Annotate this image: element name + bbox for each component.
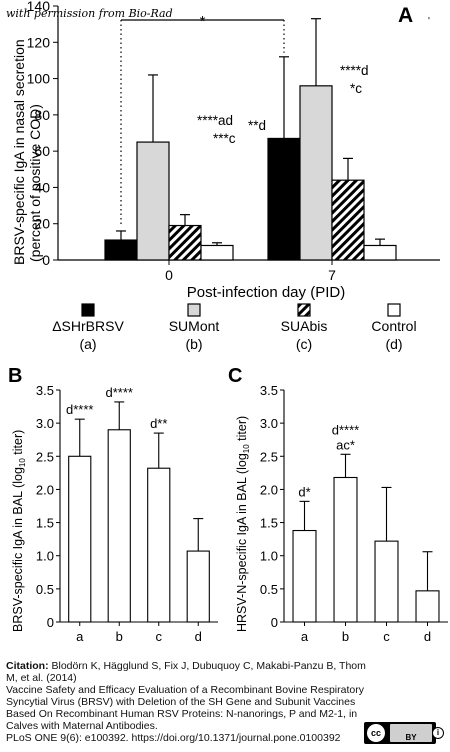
panel-a-ylabel: BRSV-specific IgA in nasal secretion — [11, 39, 27, 265]
panel-b-letter: B — [8, 365, 22, 387]
panel-a-y-tick-label: 80 — [34, 107, 50, 123]
citation-block: Citation: Blodörn K, Hägglund S, Fix J, … — [6, 660, 366, 744]
by-label: BY — [405, 733, 417, 742]
panel-b-y-tick-label: 3.0 — [36, 416, 54, 431]
panel-b-bar — [107, 429, 131, 623]
legend-label: ΔSHrBRSV — [52, 318, 124, 334]
panel-c-bar-label: ac* — [336, 437, 355, 452]
panel-b-y-tick-label: 2.5 — [36, 449, 54, 464]
permission-text: with permission from Bio-Rad — [6, 7, 173, 20]
panel-a-bar — [299, 85, 333, 261]
panel-b-x-tick-label: a — [76, 629, 84, 644]
panel-a-annotation: ****ad — [197, 113, 233, 128]
panel-b-x-tick-label: d — [195, 629, 202, 644]
panel-a-bar — [363, 244, 397, 261]
panel-b-bar-label: d**** — [66, 402, 93, 417]
panel-c-bar — [374, 540, 399, 623]
panel-a-annotation: *c — [350, 81, 362, 96]
panel-a-sig-star: * — [200, 13, 206, 30]
panel-a-bar — [104, 239, 138, 261]
panel-c-x-tick-label: c — [383, 629, 390, 644]
panel-c-y-tick-label: 3.0 — [260, 416, 278, 431]
panel-a-bar — [136, 141, 170, 261]
panel-c-letter: C — [228, 365, 242, 387]
panel-a-x-tick-label: 0 — [165, 267, 173, 283]
legend-swatch — [387, 303, 401, 317]
panel-b-bar — [147, 467, 171, 623]
panel-a-bar — [200, 244, 234, 261]
panel-c-x-tick-label: a — [301, 629, 309, 644]
legend-swatch — [297, 303, 311, 317]
legend-key: (a) — [79, 336, 96, 352]
panel-a-chart: BRSV-specific IgA in nasal secretion (pe… — [11, 0, 440, 301]
legend-label: Control — [371, 318, 416, 334]
panel-a-bar — [267, 137, 301, 261]
panel-b-y-tick-label: 3.5 — [36, 383, 54, 398]
panel-a-bar — [331, 179, 365, 261]
panel-b-y-tick-label: 0.5 — [36, 582, 54, 597]
panel-c-y-tick-label: 1.5 — [260, 516, 278, 531]
panel-a-y-tick-label: 20 — [34, 216, 50, 232]
panel-c-bar — [292, 529, 317, 623]
legend-key: (b) — [185, 336, 202, 352]
legend-key: (c) — [296, 336, 312, 352]
panel-b-y-tick-label: 1.5 — [36, 516, 54, 531]
panel-b-bar — [186, 550, 210, 623]
citation-title: Vaccine Safety and Efficacy Evaluation o… — [6, 684, 364, 732]
panel-b-x-tick-label: c — [156, 629, 163, 644]
legend-label: SUMont — [169, 318, 220, 334]
panel-b-x-tick-label: b — [116, 629, 123, 644]
panel-a-annotation: ****d — [340, 63, 369, 78]
cc-by-license-badge[interactable]: cc i BY — [364, 722, 444, 744]
panel-c-bar-label: d**** — [332, 422, 359, 437]
panel-a-y-tick-label: 0 — [42, 252, 50, 268]
attribution-person-icon: i — [432, 727, 444, 739]
panel-a-ylabel-2: (percent of positive COD) — [27, 104, 43, 262]
panel-c-bar — [333, 476, 358, 623]
panel-a-annotation: **d — [248, 118, 266, 133]
panel-b-y-tick-label: 2.0 — [36, 482, 54, 497]
panel-a-x-tick-label: 7 — [328, 267, 336, 283]
panel-b-y-tick-label: 1.0 — [36, 549, 54, 564]
panel-a-y-tick-label: 40 — [34, 179, 50, 195]
panel-c-x-tick-label: b — [342, 629, 349, 644]
panel-c-bar-label: d* — [298, 484, 310, 499]
by-badge: i BY — [390, 724, 444, 742]
panel-c-ylabel: HRSV-N-specific IgA in BAL (log10 titer) — [235, 416, 251, 632]
panel-a-y-tick-label: 100 — [27, 71, 51, 87]
panel-b-chart: BRSV-specific IgA in BAL (log10 titer) 0… — [11, 383, 218, 644]
legend-swatch — [81, 303, 95, 317]
panel-c-y-tick-label: 2.5 — [260, 449, 278, 464]
panel-b-bar-label: d** — [150, 416, 167, 431]
legend-label: SUAbis — [281, 318, 328, 334]
panel-c-chart: HRSV-N-specific IgA in BAL (log10 titer)… — [235, 383, 448, 644]
panel-c-bar — [415, 590, 440, 623]
panel-a-mark: ' — [428, 16, 430, 27]
panel-a-annotation: ***c — [213, 131, 236, 146]
panel-c-y-tick-label: 3.5 — [260, 383, 278, 398]
panel-a-xlabel: Post-infection day (PID) — [187, 284, 345, 301]
panel-c-y-tick-label: 1.0 — [260, 549, 278, 564]
panel-c-x-tick-label: d — [424, 629, 431, 644]
panel-b-bar-label: d**** — [106, 385, 133, 400]
panel-c-y-tick-label: 0.5 — [260, 582, 278, 597]
cc-icon: cc — [367, 724, 385, 742]
panel-b-bar — [68, 455, 92, 623]
panel-a-y-tick-label: 120 — [27, 34, 51, 50]
panel-a-letter: A — [398, 4, 413, 27]
panel-a-y-tick-label: 60 — [34, 143, 50, 159]
citation-authors: Blodörn K, Hägglund S, Fix J, Dubuquoy C… — [6, 660, 366, 684]
panel-b-ylabel: BRSV-specific IgA in BAL (log10 titer) — [11, 430, 27, 632]
legend-swatch — [187, 303, 201, 317]
panel-a-bar — [168, 224, 202, 261]
citation-label: Citation: — [6, 660, 49, 672]
citation-journal: PLoS ONE 9(6): e100392. https://doi.org/… — [6, 732, 341, 744]
panel-c-y-tick-label: 0 — [271, 615, 278, 630]
panel-c-y-tick-label: 2.0 — [260, 482, 278, 497]
legend-key: (d) — [385, 336, 402, 352]
legend: ΔSHrBRSV (a) SUMont (b) SUAbis (c) Control (d) — [52, 303, 417, 352]
panel-b-y-tick-label: 0 — [47, 615, 54, 630]
panel-a-y-tick-label: 140 — [27, 0, 51, 14]
